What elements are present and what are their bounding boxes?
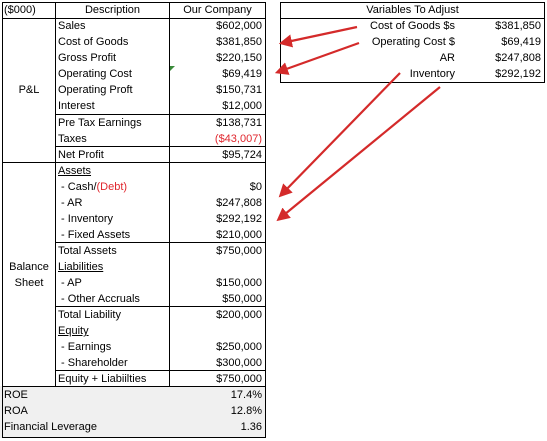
company-header: Our Company (183, 4, 252, 16)
row-desc: - Other Accruals (58, 293, 140, 305)
row-desc: Sales (58, 20, 86, 32)
row-desc: Gross Profit (58, 52, 117, 64)
arrow-operating-cost (274, 41, 360, 75)
row-value: $300,000 (216, 357, 262, 369)
row-desc: Net Profit (58, 149, 104, 161)
variable-label: Operating Cost $ (371, 36, 455, 48)
row-value: $12,000 (222, 100, 262, 112)
row-value: $247,808 (216, 197, 262, 209)
section-heading-assets: Assets (58, 165, 92, 177)
row-value: $602,000 (216, 20, 262, 32)
row-value-negative: ($43,007) (214, 133, 262, 145)
arrow-cost-of-goods (278, 25, 358, 48)
variable-label: Cost of Goods $s (370, 20, 455, 32)
row-desc: Equity + Liabiilties (58, 373, 147, 385)
row-value: $210,000 (216, 229, 262, 241)
section-heading-equity: Equity (58, 325, 89, 337)
pl-group-label: P&L (18, 84, 40, 96)
ratio-label: Financial Leverage (4, 421, 97, 433)
ratio-value: 1.36 (240, 421, 262, 433)
row-desc: - Shareholder (58, 357, 128, 369)
balance-group-label-line1: Balance (9, 261, 49, 273)
row-value: $220,150 (216, 52, 262, 64)
row-value: $95,724 (222, 149, 262, 161)
row-value: $750,000 (216, 245, 262, 257)
row-desc: Total Assets (58, 245, 117, 257)
cell-comment-marker (170, 66, 175, 71)
ratio-value: 17.4% (230, 389, 262, 401)
balance-group-label-line2: Sheet (14, 277, 44, 289)
row-desc: Total Liability (58, 309, 121, 321)
row-value: $381,850 (216, 36, 262, 48)
row-desc-debt: (Debt) (96, 181, 128, 193)
variable-value[interactable]: $381,850 (495, 20, 541, 32)
ratio-value: 12.8% (230, 405, 262, 417)
arrow-inventory (276, 86, 441, 222)
row-desc: Taxes (58, 133, 87, 145)
row-desc: Cost of Goods (58, 36, 129, 48)
variables-title: Variables To Adjust (366, 4, 459, 16)
row-value: $292,192 (216, 213, 262, 225)
row-desc: Operating Proft (58, 84, 133, 96)
row-value: $150,731 (216, 84, 262, 96)
row-value: $0 (249, 181, 262, 193)
ratio-label: ROA (4, 405, 28, 417)
row-desc: Operating Cost (58, 68, 132, 80)
arrow-ar (278, 72, 401, 198)
row-value: $250,000 (216, 341, 262, 353)
row-value: $150,000 (216, 277, 262, 289)
variable-value[interactable]: $292,192 (495, 68, 541, 80)
row-desc: - AP (58, 277, 82, 289)
ratios-background (0, 386, 266, 438)
row-desc: - Inventory (58, 213, 114, 225)
description-header: Description (84, 4, 141, 16)
variable-value[interactable]: $247,808 (495, 52, 541, 64)
row-desc-cash: - Cash/(Debt) (58, 179, 127, 195)
variable-value[interactable]: $69,419 (501, 36, 541, 48)
row-value: $138,731 (216, 117, 262, 129)
row-desc: Interest (58, 100, 95, 112)
row-value: $750,000 (216, 373, 262, 385)
unit-header: ($000) (4, 4, 36, 16)
variable-label: Inventory (409, 68, 455, 80)
row-value: $200,000 (216, 309, 262, 321)
row-desc: - Earnings (58, 341, 112, 353)
row-value: $50,000 (222, 293, 262, 305)
row-desc: Pre Tax Earnings (58, 117, 142, 129)
ratio-label: ROE (4, 389, 28, 401)
row-desc: - Fixed Assets (58, 229, 131, 241)
variable-label: AR (439, 52, 455, 64)
row-desc: - AR (58, 197, 83, 209)
row-value: $69,419 (222, 68, 262, 80)
row-desc: - Cash/ (58, 181, 97, 193)
section-heading-liabilities: Liabilities (58, 261, 104, 273)
